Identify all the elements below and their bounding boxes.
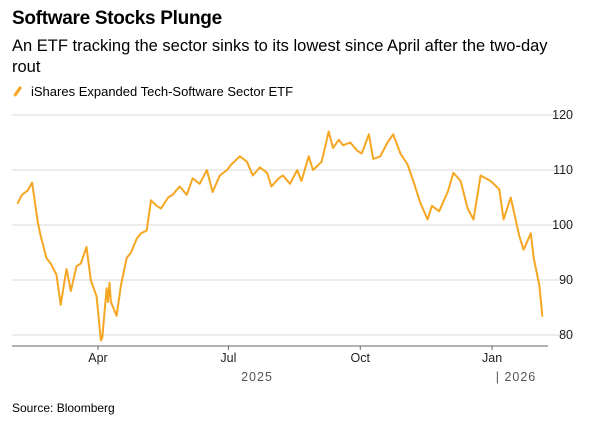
- chart-subtitle: An ETF tracking the sector sinks to its …: [12, 37, 548, 76]
- y-tick-label-90: 90: [559, 273, 573, 287]
- y-tick-label-120: 120: [552, 108, 573, 122]
- y-tick-label-80: 80: [559, 328, 573, 342]
- year-label-1: | 2026: [496, 370, 537, 384]
- legend: iShares Expanded Tech-Software Sector ET…: [12, 84, 293, 99]
- series-layer: [16, 130, 544, 342]
- x-tick-label-jul: Jul: [220, 351, 236, 365]
- y-tick-label-110: 110: [553, 163, 573, 177]
- series-line-0: [16, 130, 544, 342]
- y-axis: 120 110 100 90 80: [552, 108, 573, 342]
- y-tick-label-100: 100: [552, 218, 573, 232]
- x-tick-label-apr: Apr: [88, 351, 107, 365]
- x-tick-label-oct: Oct: [351, 351, 371, 365]
- x-axis: Apr Jul Oct Jan 2025 | 2026: [12, 345, 548, 384]
- source-note: Source: Bloomberg: [12, 401, 115, 415]
- legend-label: iShares Expanded Tech-Software Sector ET…: [31, 84, 294, 99]
- gridlines: [12, 114, 573, 336]
- x-tick-label-jan: Jan: [482, 351, 502, 365]
- year-label-0: 2025: [241, 370, 273, 384]
- chart-title: Software Stocks Plunge: [12, 8, 222, 29]
